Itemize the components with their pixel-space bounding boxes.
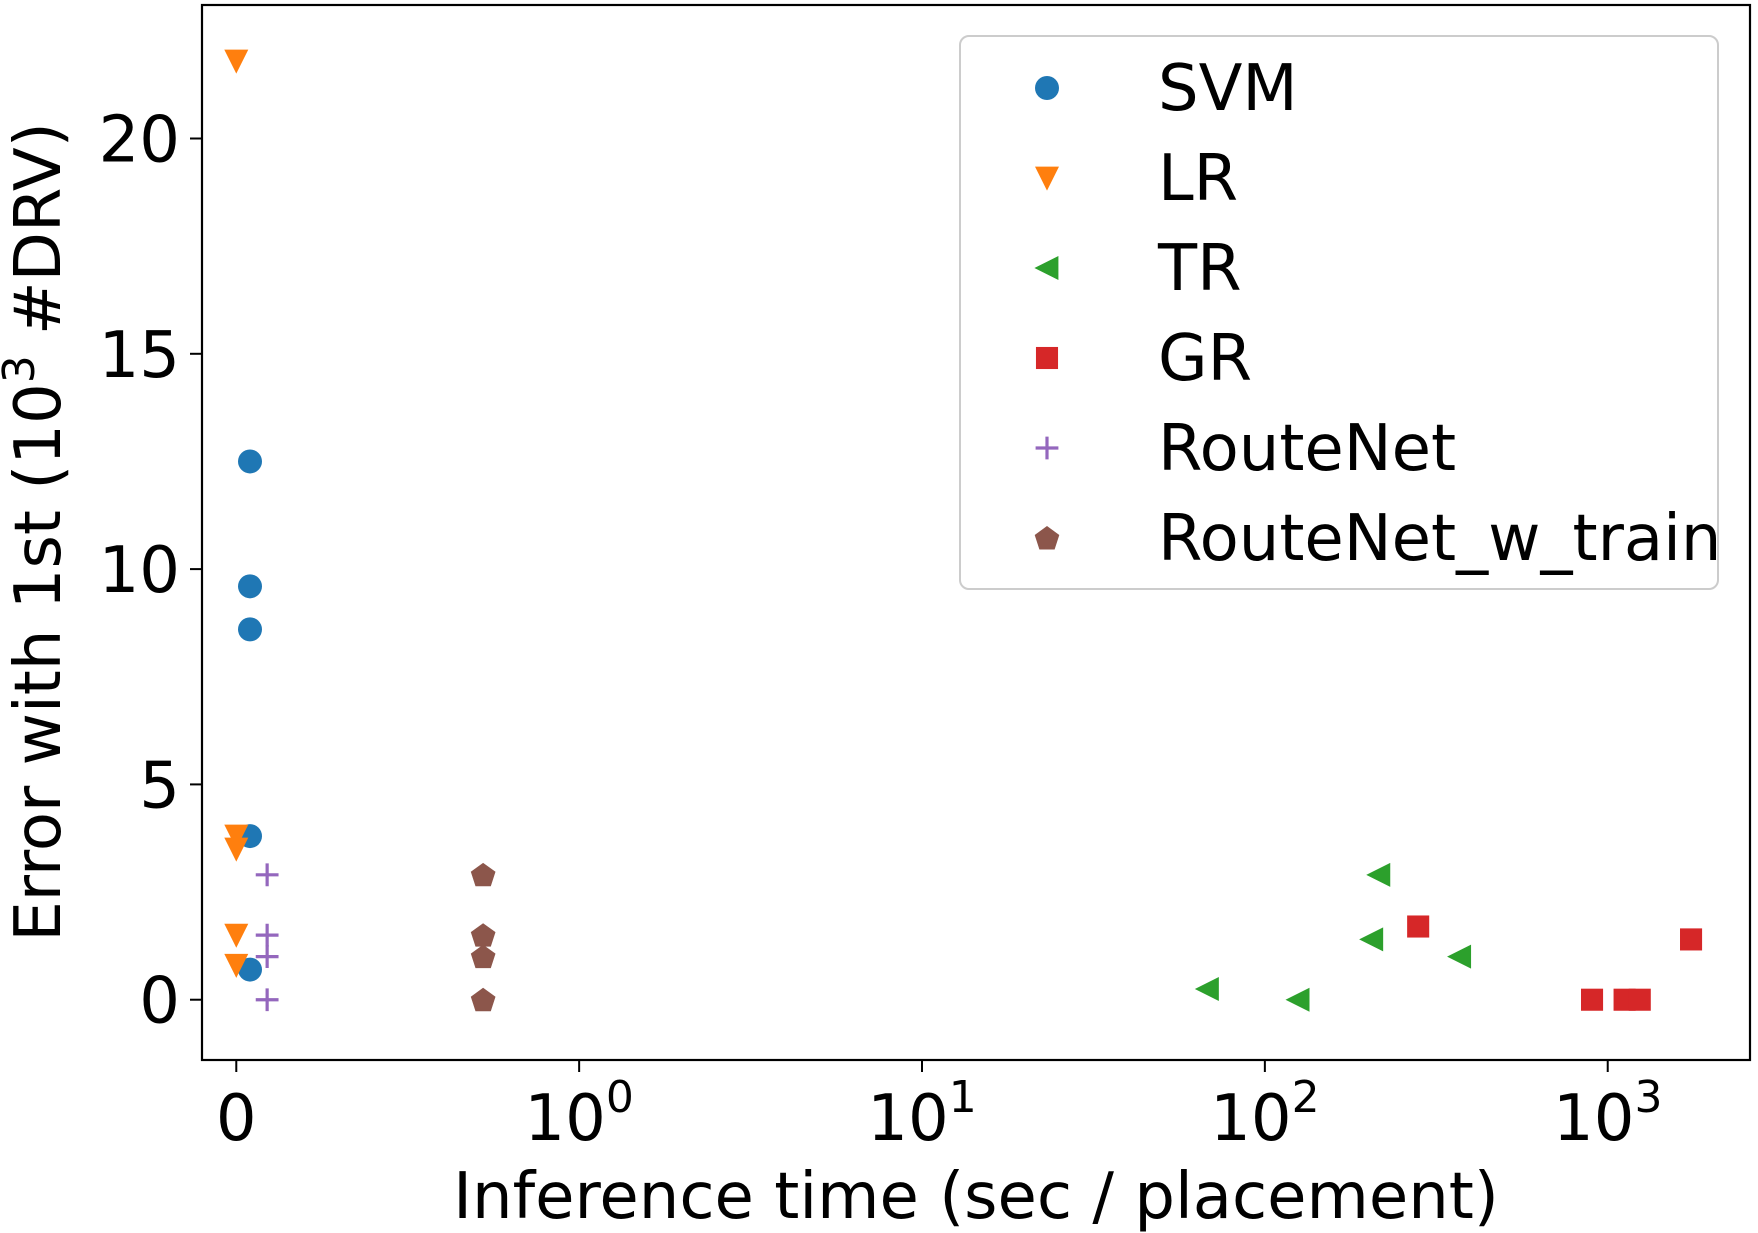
y-axis-label: Error with 1st (103 #DRV) bbox=[0, 122, 76, 941]
series-tr bbox=[1194, 862, 1472, 1012]
x-tick-label: 101 bbox=[867, 1072, 976, 1156]
legend-label: GR bbox=[1158, 322, 1252, 396]
legend-label: RouteNet_w_train bbox=[1158, 502, 1721, 576]
data-point bbox=[224, 824, 249, 849]
data-point bbox=[224, 923, 249, 948]
data-point bbox=[224, 49, 249, 74]
y-axis-ticks: 0 5 10 15 20 bbox=[99, 103, 202, 1039]
legend-entry: RouteNet bbox=[1035, 412, 1456, 486]
data-point bbox=[470, 944, 496, 969]
x-axis-label: Inference time (sec / placement) bbox=[453, 1160, 1499, 1233]
legend-marker-routenet-w-train bbox=[1034, 526, 1060, 550]
data-point bbox=[238, 449, 263, 474]
data-point bbox=[470, 987, 496, 1012]
x-tick-label: 0 bbox=[216, 1082, 257, 1156]
legend-marker-svm bbox=[1035, 76, 1059, 100]
plot-marks bbox=[224, 49, 1703, 1012]
data-point bbox=[1580, 988, 1604, 1011]
legend: SVM LR TR GR RouteNet RouteNet_w_train bbox=[959, 35, 1721, 590]
legend-label: RouteNet bbox=[1158, 412, 1456, 486]
data-point bbox=[1285, 987, 1310, 1012]
series-routenet bbox=[255, 863, 279, 1012]
data-point bbox=[1359, 927, 1384, 952]
data-point bbox=[1447, 944, 1472, 969]
series-svm bbox=[238, 449, 263, 982]
y-tick-label: 10 bbox=[99, 534, 180, 608]
data-point bbox=[255, 863, 279, 887]
data-point bbox=[224, 953, 249, 978]
data-point bbox=[238, 617, 263, 642]
data-point bbox=[470, 862, 496, 887]
axes-frame bbox=[200, 3, 1752, 1062]
data-point bbox=[224, 837, 249, 862]
y-tick-label: 0 bbox=[139, 965, 180, 1039]
series-gr bbox=[1407, 915, 1703, 1011]
legend-marker-routenet bbox=[1035, 436, 1059, 460]
data-point bbox=[1194, 976, 1219, 1001]
legend-entry: SVM bbox=[1035, 52, 1298, 126]
data-point bbox=[1680, 928, 1703, 951]
y-axis-label-prefix: Error with 1st (10 bbox=[2, 383, 76, 941]
x-tick-label: 103 bbox=[1553, 1072, 1662, 1156]
data-point bbox=[470, 923, 496, 947]
data-point bbox=[1628, 988, 1651, 1011]
data-point bbox=[255, 988, 279, 1012]
data-point bbox=[1407, 915, 1430, 938]
data-point bbox=[238, 957, 263, 982]
legend-label: SVM bbox=[1158, 52, 1298, 126]
data-point bbox=[238, 574, 263, 599]
y-axis-label-suffix: #DRV) bbox=[2, 122, 76, 355]
data-point bbox=[255, 923, 279, 947]
x-axis-ticks: 0 100 101 102 103 bbox=[216, 1060, 1662, 1156]
x-tick-label: 100 bbox=[524, 1072, 633, 1156]
legend-entry: GR bbox=[1035, 322, 1252, 396]
legend-entry: LR bbox=[1035, 142, 1238, 216]
y-tick-label: 5 bbox=[139, 749, 180, 823]
legend-entry: RouteNet_w_train bbox=[1034, 502, 1721, 576]
series-routenet-w-train bbox=[470, 862, 496, 1012]
legend-entry: TR bbox=[1034, 232, 1242, 306]
data-point bbox=[1366, 862, 1391, 887]
legend-marker-gr bbox=[1035, 346, 1059, 370]
legend-frame bbox=[959, 35, 1719, 590]
legend-label: TR bbox=[1157, 232, 1242, 306]
y-axis-label-superscript: 3 bbox=[0, 355, 45, 383]
data-point bbox=[255, 945, 279, 969]
y-tick-label: 15 bbox=[99, 319, 180, 393]
x-tick-label: 102 bbox=[1210, 1072, 1319, 1156]
legend-marker-tr bbox=[1034, 256, 1059, 280]
legend-label: LR bbox=[1158, 142, 1238, 216]
y-tick-label: 20 bbox=[99, 103, 180, 177]
legend-marker-lr bbox=[1035, 166, 1059, 191]
series-lr bbox=[224, 49, 249, 978]
